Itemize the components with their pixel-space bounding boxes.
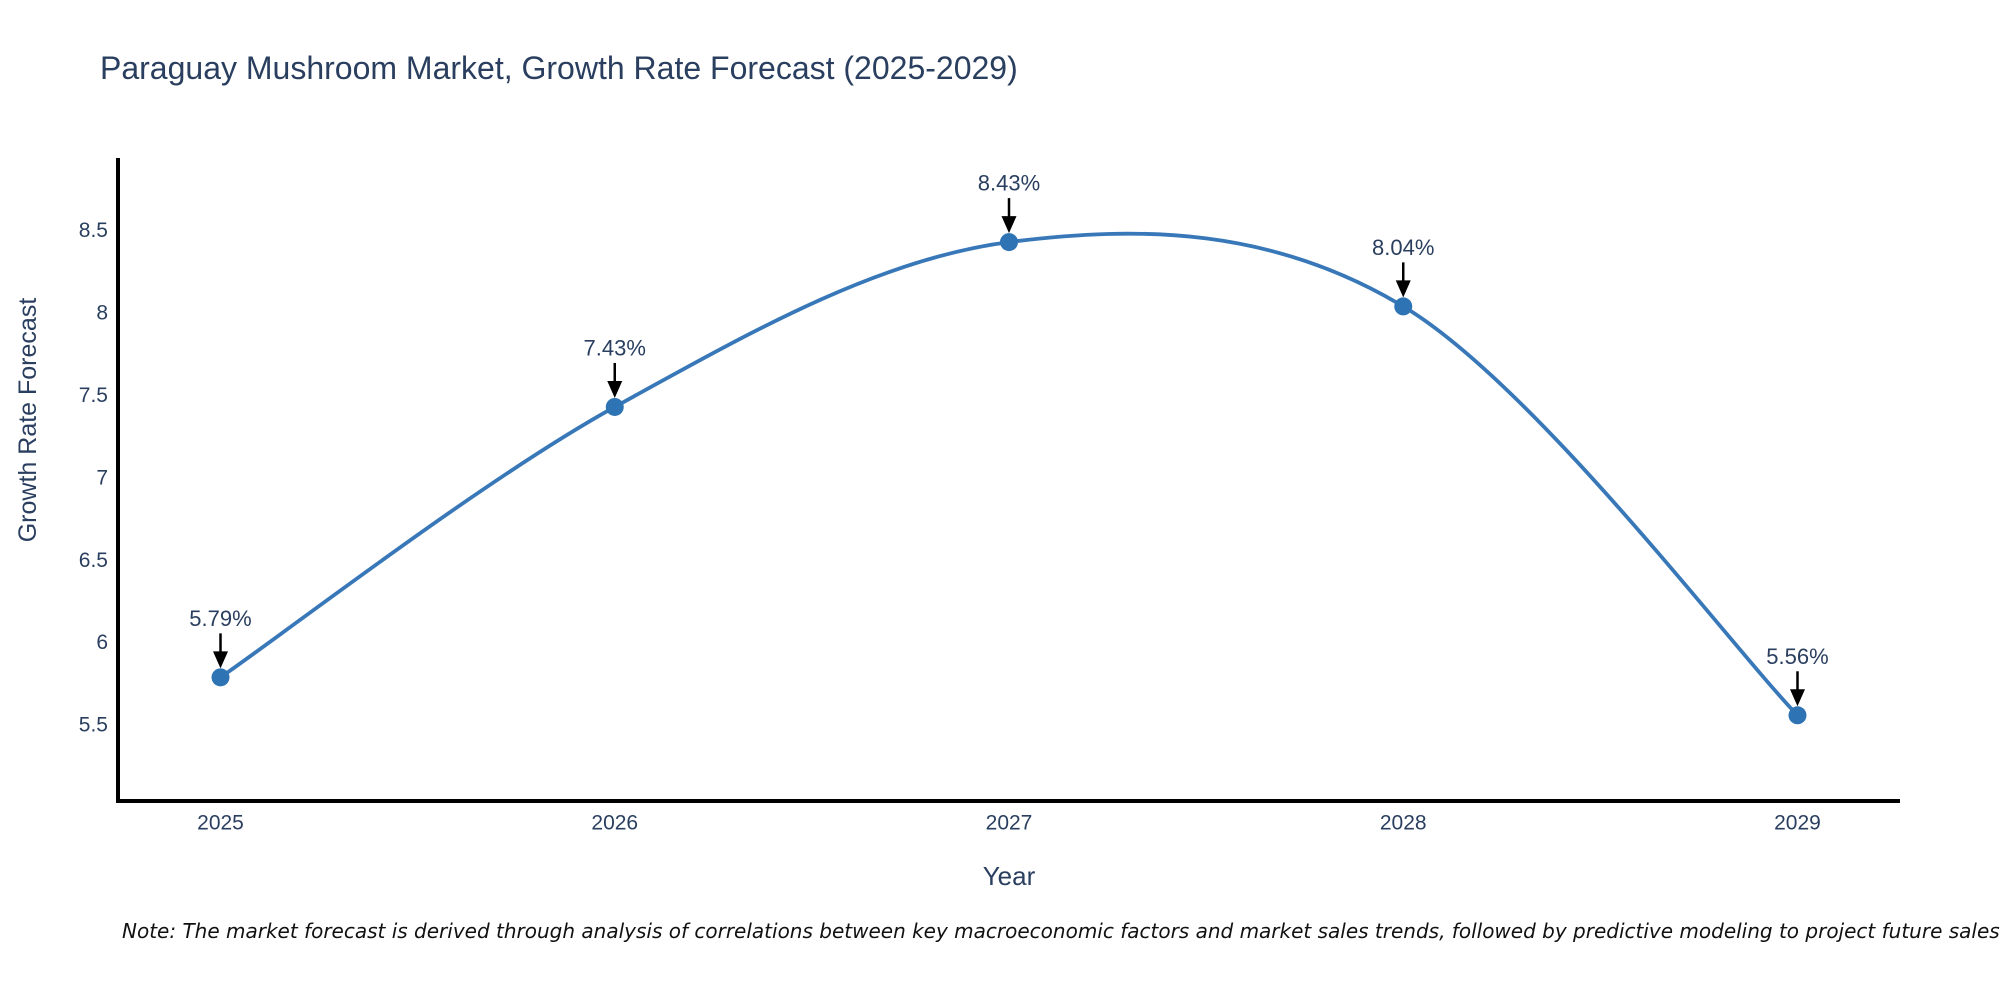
data-point-label: 8.43%	[978, 171, 1040, 196]
data-point-marker	[1000, 233, 1018, 252]
forecast-line	[218, 231, 1800, 718]
x-tick-label: 2028	[1380, 812, 1427, 835]
data-point-label: 5.56%	[1766, 644, 1828, 669]
chart-title: Paraguay Mushroom Market, Growth Rate Fo…	[100, 50, 1018, 86]
footnote: Note: The market forecast is derived thr…	[122, 919, 2000, 943]
y-tick-label: 7	[96, 466, 108, 489]
data-point-marker	[211, 668, 230, 687]
x-tick-label: 2026	[591, 812, 638, 835]
y-tick-label: 6.5	[79, 549, 108, 572]
x-tick-label: 2029	[1774, 812, 1821, 835]
annotation-arrow-head	[1395, 280, 1411, 298]
y-tick-label: 8	[96, 301, 108, 324]
data-point-marker	[1788, 706, 1807, 725]
y-tick-label: 5.5	[79, 714, 108, 737]
data-point-label: 8.04%	[1372, 235, 1434, 260]
y-tick-label: 8.5	[79, 219, 108, 242]
annotation-arrow-head	[1789, 689, 1805, 707]
annotation-arrow-head	[1001, 216, 1017, 234]
data-point-label: 5.79%	[189, 606, 251, 631]
annotation-arrow-head	[607, 380, 623, 398]
x-tick-label: 2025	[197, 812, 244, 835]
data-point-marker	[1394, 297, 1413, 316]
x-tick-label: 2027	[986, 812, 1033, 835]
y-tick-label: 7.5	[79, 384, 108, 407]
x-axis-title: Year	[982, 861, 1036, 891]
annotation-arrow-head	[213, 651, 229, 669]
data-point-label: 7.43%	[584, 335, 646, 360]
y-tick-label: 6	[96, 631, 108, 654]
data-point-marker	[605, 397, 624, 416]
